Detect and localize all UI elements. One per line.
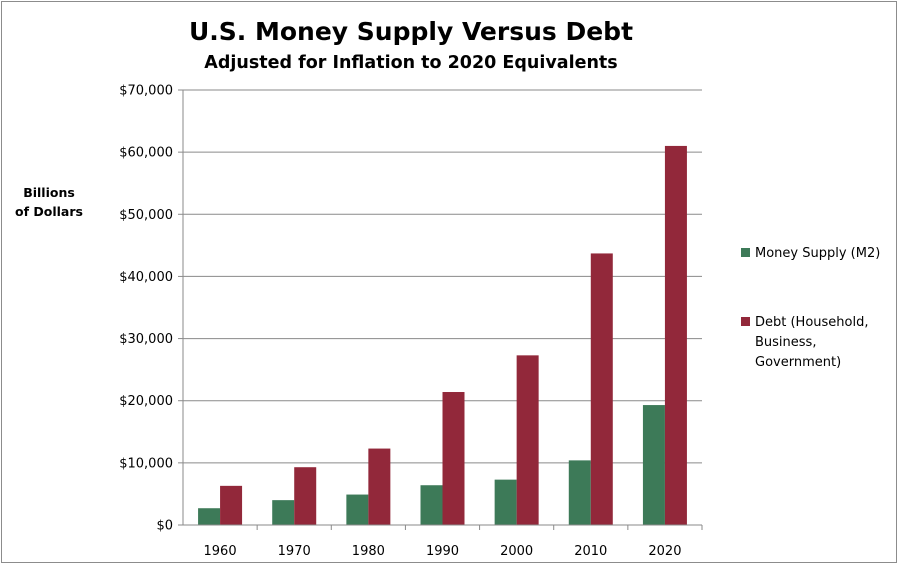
money-supply-bar (346, 494, 369, 525)
legend-swatch-money-supply (741, 248, 750, 257)
x-axis-ticks: 1960 1970 1980 1990 2000 2010 2020 (204, 525, 703, 559)
y-axis-ticks: $0 $10,000 $20,000 $30,000 $40,000 $50,000 $60… (119, 84, 183, 534)
money-supply-bar (494, 479, 517, 525)
x-tick-label: 1970 (278, 544, 311, 559)
y-tick-label: $20,000 (119, 394, 173, 409)
x-tick-label: 1990 (426, 544, 459, 559)
y-tick-label: $50,000 (119, 208, 173, 223)
debt-bar (664, 145, 687, 525)
debt-bar (294, 467, 317, 525)
bars (198, 145, 687, 525)
y-tick-label: $60,000 (119, 146, 173, 161)
legend-label-money-supply: Money Supply (M2) (755, 246, 880, 261)
legend-label-debt: Government) (755, 355, 841, 370)
legend-label-debt: Business, (755, 335, 816, 350)
y-axis-label-line-1: Billions (23, 185, 75, 200)
money-supply-bar (420, 485, 443, 525)
money-supply-bar (198, 508, 221, 525)
gridlines (183, 89, 702, 464)
y-tick-label: $30,000 (119, 332, 173, 347)
debt-bar (590, 253, 613, 525)
debt-bar (442, 392, 465, 525)
y-tick-label: $0 (156, 519, 173, 534)
y-tick-label: $40,000 (119, 270, 173, 285)
y-axis-label-line-2: of Dollars (15, 204, 83, 219)
x-tick-label: 2000 (500, 544, 533, 559)
y-tick-label: $70,000 (119, 84, 173, 99)
legend: Money Supply (M2) Debt (Household, Busines… (741, 246, 880, 370)
x-tick-label: 2020 (648, 544, 681, 559)
money-supply-bar (642, 405, 665, 525)
money-supply-bar (272, 500, 295, 525)
debt-bar (220, 485, 243, 525)
legend-swatch-debt (741, 317, 750, 326)
legend-label-debt: Debt (Household, (755, 315, 869, 330)
money-supply-bar (568, 460, 591, 525)
debt-bar (516, 355, 539, 525)
debt-bar (368, 448, 391, 525)
chart-title: U.S. Money Supply Versus Debt (189, 17, 633, 46)
x-tick-label: 1980 (352, 544, 385, 559)
x-tick-label: 1960 (204, 544, 237, 559)
y-tick-label: $10,000 (119, 456, 173, 471)
x-tick-label: 2010 (574, 544, 607, 559)
axes (182, 90, 702, 526)
chart-subtitle: Adjusted for Inflation to 2020 Equivalen… (204, 53, 617, 73)
